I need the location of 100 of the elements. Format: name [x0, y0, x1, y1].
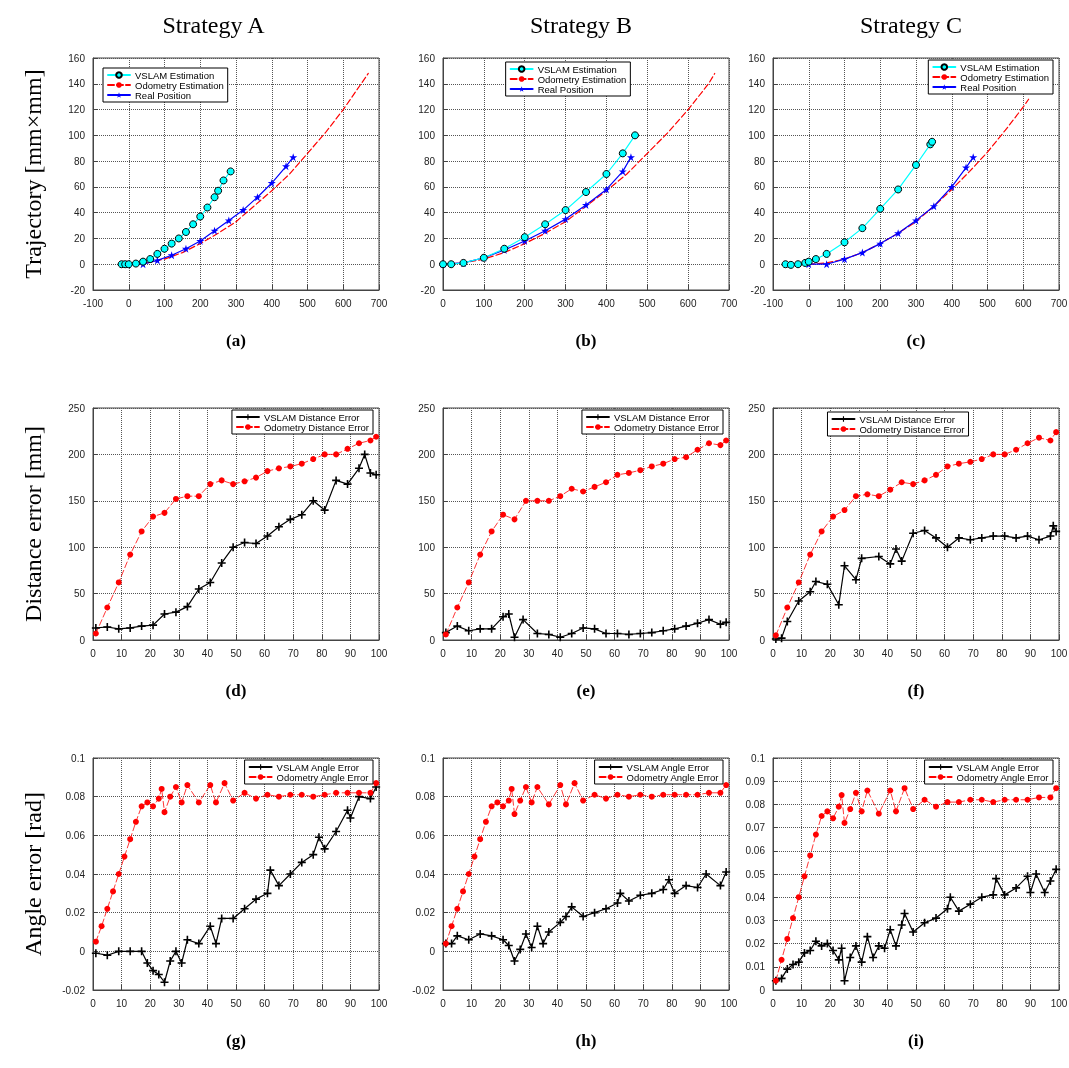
legend-label: Odometry Angle Error [626, 771, 719, 783]
y-tick-label: 0.06 [745, 845, 766, 857]
x-tick-label: 0 [90, 647, 97, 659]
x-tick-label: 100 [1050, 997, 1068, 1009]
y-axis-title: Trajectory [mm×mm] [20, 69, 46, 279]
x-tick-label: 90 [344, 997, 357, 1009]
x-tick-label: 70 [967, 997, 980, 1009]
x-tick-label: 700 [370, 297, 388, 309]
y-tick-label: 0.05 [745, 868, 766, 880]
y-axis-title: Angle error [rad] [20, 792, 46, 956]
x-axis-title: (c) [906, 331, 926, 350]
y-tick-label: 0 [79, 634, 86, 646]
legend-label: VSLAM Estimation [135, 69, 215, 81]
y-tick-label: 0.04 [745, 891, 766, 903]
y-tick-label: 140 [68, 78, 86, 90]
y-axis-title: Distance error [mm] [20, 426, 46, 622]
x-tick-label: 0 [90, 997, 97, 1009]
x-tick-label: 400 [943, 297, 961, 309]
x-tick-label: 600 [679, 297, 697, 309]
x-axis-title: (e) [576, 681, 596, 700]
x-tick-label: 80 [316, 997, 328, 1009]
y-tick-label: 0.04 [65, 868, 86, 880]
legend-label: Real Position [537, 83, 594, 95]
x-tick-label: 30 [173, 647, 185, 659]
y-tick-label: 0 [429, 945, 436, 957]
x-tick-label: 10 [466, 997, 478, 1009]
x-tick-label: 700 [1050, 297, 1068, 309]
x-tick-label: 600 [334, 297, 353, 309]
x-tick-label: 400 [598, 297, 616, 309]
x-tick-label: 50 [910, 997, 922, 1009]
y-tick-label: 0.06 [65, 829, 86, 841]
x-tick-label: 20 [494, 647, 507, 659]
y-tick-label: 100 [68, 541, 86, 553]
legend-label: Odometry Distance Error [613, 421, 720, 433]
legend-label: VSLAM Distance Error [613, 411, 710, 423]
x-tick-label: 80 [316, 647, 328, 659]
y-tick-label: 200 [68, 448, 86, 460]
y-tick-label: -0.02 [412, 984, 436, 996]
y-tick-label: 0.09 [745, 775, 766, 787]
x-tick-label: 40 [881, 647, 894, 659]
x-tick-label: 10 [796, 647, 808, 659]
chart-title: Strategy A [162, 12, 266, 38]
legend-label: Real Position [960, 81, 1017, 93]
legend-label: Odometry Distance Error [859, 423, 965, 435]
y-tick-label: 160 [748, 52, 766, 64]
x-tick-label: 50 [580, 997, 592, 1009]
legend-label: VSLAM Angle Error [626, 761, 709, 773]
x-tick-label: 30 [523, 997, 535, 1009]
x-tick-label: 100 [370, 647, 388, 659]
y-tick-label: 0 [79, 258, 86, 270]
x-tick-label: 40 [881, 997, 894, 1009]
legend-label: VSLAM Angle Error [956, 761, 1039, 773]
x-tick-label: 500 [979, 297, 997, 309]
legend-label: Odometry Angle Error [956, 771, 1049, 783]
y-tick-label: 250 [418, 402, 436, 414]
x-tick-label: 70 [967, 647, 980, 659]
x-tick-label: 500 [299, 297, 317, 309]
x-tick-label: 0 [440, 997, 447, 1009]
y-tick-label: 200 [418, 448, 436, 460]
x-tick-label: 60 [609, 647, 621, 659]
x-tick-label: 50 [230, 647, 242, 659]
y-tick-label: 0.08 [415, 791, 436, 803]
x-tick-label: 50 [230, 997, 242, 1009]
x-tick-label: 60 [609, 997, 621, 1009]
legend-label: Odometry Estimation [960, 71, 1050, 83]
legend-label: Odometry Distance Error [263, 421, 370, 433]
x-tick-label: 200 [871, 297, 890, 309]
x-tick-label: 90 [694, 647, 707, 659]
x-axis-title: (b) [575, 331, 597, 350]
chart-title: Strategy B [530, 12, 632, 38]
x-tick-label: -100 [762, 297, 784, 309]
y-tick-label: 0.04 [415, 868, 436, 880]
x-tick-label: 40 [201, 647, 214, 659]
x-tick-label: 30 [853, 647, 865, 659]
x-tick-label: 80 [666, 997, 678, 1009]
x-tick-label: 10 [116, 647, 128, 659]
y-tick-label: 0.1 [71, 752, 86, 764]
x-tick-label: 0 [805, 297, 812, 309]
y-tick-label: 100 [68, 129, 86, 141]
y-tick-label: -20 [70, 284, 86, 296]
y-tick-label: 0.02 [65, 907, 86, 919]
y-tick-label: 60 [753, 181, 766, 193]
x-axis-title: (i) [907, 1031, 925, 1050]
x-tick-label: 30 [523, 647, 535, 659]
x-tick-label: 40 [551, 997, 564, 1009]
y-tick-label: 40 [73, 207, 86, 219]
x-axis-title: (g) [226, 1031, 246, 1050]
x-tick-label: 40 [551, 647, 564, 659]
y-tick-label: 100 [748, 129, 766, 141]
y-tick-label: 0.1 [421, 752, 436, 764]
y-tick-label: 100 [748, 541, 766, 553]
y-tick-label: 150 [748, 495, 766, 507]
y-tick-label: 120 [418, 104, 436, 116]
y-tick-label: 140 [748, 78, 766, 90]
x-tick-label: 500 [638, 297, 657, 309]
x-tick-label: 100 [720, 647, 738, 659]
y-tick-label: 0 [429, 258, 436, 270]
x-tick-label: 70 [637, 647, 650, 659]
legend-label: VSLAM Angle Error [276, 761, 359, 773]
y-tick-label: 40 [753, 207, 766, 219]
